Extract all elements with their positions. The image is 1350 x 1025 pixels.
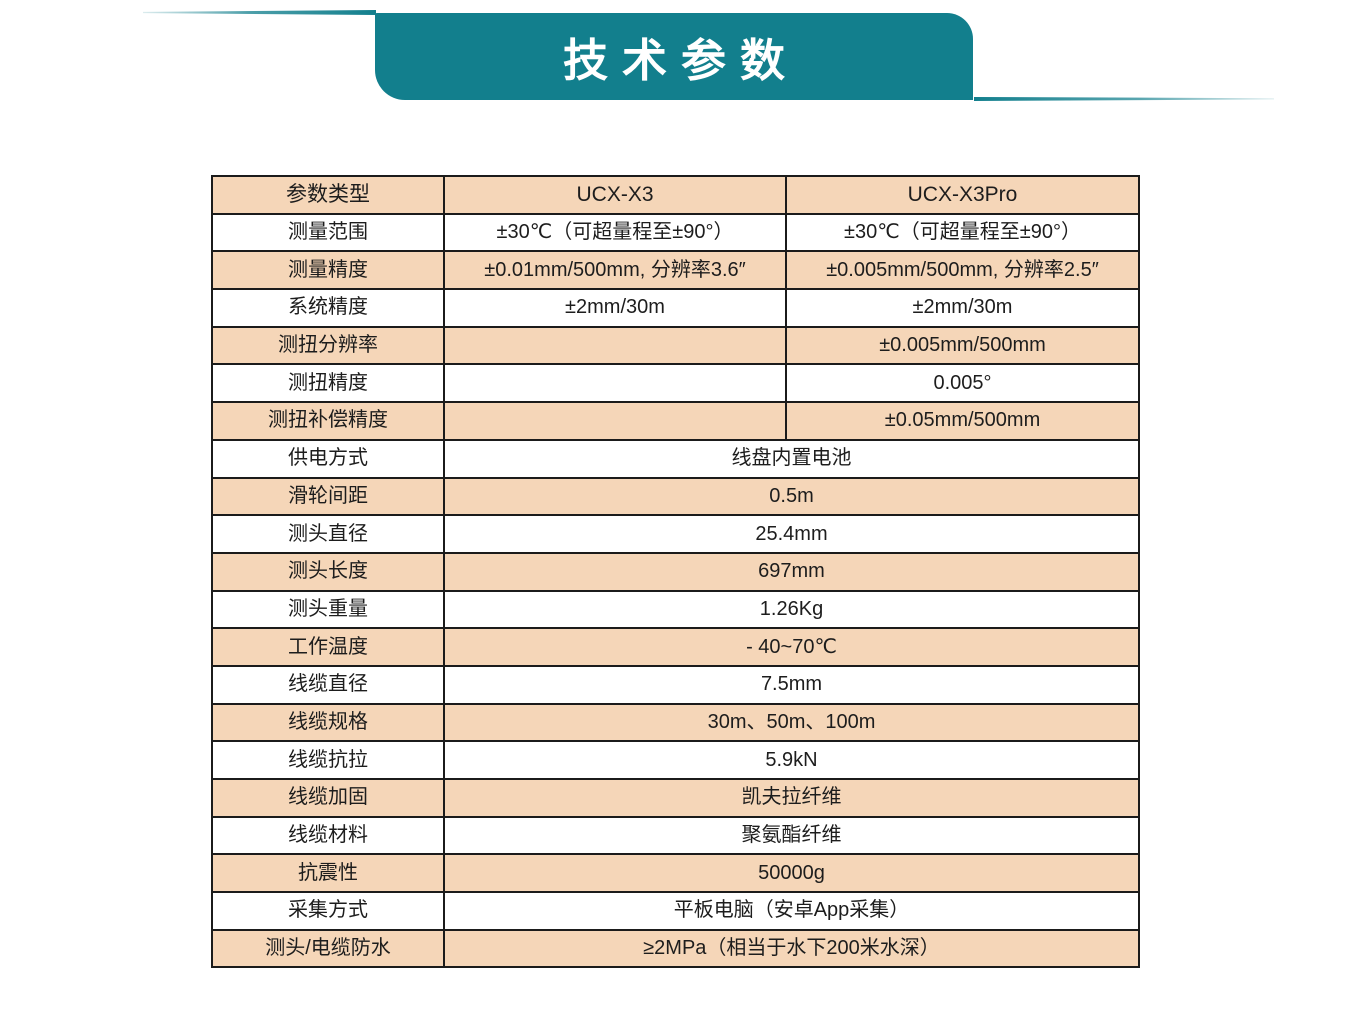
param-value-x3pro: ±30℃（可超量程至±90°）	[785, 212, 1140, 253]
param-value: 1.26Kg	[443, 589, 1140, 630]
param-value-x3pro: 0.005°	[785, 363, 1140, 404]
table-row: 线缆加固 凯夫拉纤维	[211, 778, 1140, 818]
param-value: 25.4mm	[443, 514, 1140, 554]
table-row: 线缆规格 30m、50m、100m	[211, 702, 1140, 743]
table-row: 测扭补偿精度 ±0.05mm/500mm	[211, 401, 1140, 441]
param-value: 0.5m	[443, 476, 1140, 517]
table-row: 测头直径 25.4mm	[211, 514, 1140, 554]
table-row: 抗震性 50000g	[211, 853, 1140, 894]
param-value-x3	[443, 363, 787, 404]
param-label: 测头长度	[211, 551, 445, 592]
param-value: 线盘内置电池	[443, 438, 1140, 479]
table-row: 测量范围 ±30℃（可超量程至±90°） ±30℃（可超量程至±90°）	[211, 212, 1140, 253]
param-value: 7.5mm	[443, 664, 1140, 705]
table-row: 线缆材料 聚氨酯纤维	[211, 815, 1140, 856]
header-accent-line-left	[143, 10, 376, 15]
param-label: 测扭分辨率	[211, 325, 445, 366]
param-value: 30m、50m、100m	[443, 702, 1140, 743]
param-value-x3: ±0.01mm/500mm, 分辨率3.6″	[443, 250, 787, 291]
param-value: 凯夫拉纤维	[443, 778, 1140, 818]
table-row: 工作温度 - 40~70℃	[211, 627, 1140, 667]
param-value-x3	[443, 401, 787, 441]
param-label: 线缆规格	[211, 702, 445, 743]
param-value-x3: ±2mm/30m	[443, 288, 787, 328]
param-label: 滑轮间距	[211, 476, 445, 517]
column-header-param-type: 参数类型	[211, 175, 445, 215]
page-title: 技术参数	[562, 35, 799, 86]
table-row: 测扭精度 0.005°	[211, 363, 1140, 404]
param-value-x3pro: ±0.005mm/500mm	[785, 325, 1140, 366]
column-header-ucx-x3: UCX-X3	[443, 175, 787, 215]
header-accent-line-right	[974, 97, 1274, 101]
param-label: 线缆加固	[211, 778, 445, 818]
param-label: 测头重量	[211, 589, 445, 630]
param-value: 50000g	[443, 853, 1140, 894]
table-row: 测头长度 697mm	[211, 551, 1140, 592]
table-row: 测头/电缆防水 ≥2MPa（相当于水下200米水深）	[211, 928, 1140, 969]
param-label: 测扭补偿精度	[211, 401, 445, 441]
table-row: 测头重量 1.26Kg	[211, 589, 1140, 630]
param-label: 测头直径	[211, 514, 445, 554]
param-label: 抗震性	[211, 853, 445, 894]
table-row: 滑轮间距 0.5m	[211, 476, 1140, 517]
param-label: 测量范围	[211, 212, 445, 253]
table-header-row: 参数类型 UCX-X3 UCX-X3Pro	[211, 175, 1140, 215]
param-value: 聚氨酯纤维	[443, 815, 1140, 856]
param-label: 线缆抗拉	[211, 740, 445, 780]
param-value-x3	[443, 325, 787, 366]
param-value: 5.9kN	[443, 740, 1140, 780]
param-label: 系统精度	[211, 288, 445, 328]
spec-table-body: 测量范围 ±30℃（可超量程至±90°） ±30℃（可超量程至±90°） 测量精度 ±0…	[211, 212, 1140, 969]
spec-table: 参数类型 UCX-X3 UCX-X3Pro 测量范围 ±30℃（可超量程至±90°…	[211, 175, 1140, 969]
column-header-ucx-x3pro: UCX-X3Pro	[785, 175, 1140, 215]
table-row: 采集方式 平板电脑（安卓App采集）	[211, 891, 1140, 931]
table-row: 测量精度 ±0.01mm/500mm, 分辨率3.6″ ±0.005mm/500mm…	[211, 250, 1140, 291]
param-label: 测头/电缆防水	[211, 928, 445, 969]
table-row: 系统精度 ±2mm/30m ±2mm/30m	[211, 288, 1140, 328]
table-row: 线缆直径 7.5mm	[211, 664, 1140, 705]
param-value: 697mm	[443, 551, 1140, 592]
param-label: 测量精度	[211, 250, 445, 291]
param-label: 测扭精度	[211, 363, 445, 404]
param-label: 供电方式	[211, 438, 445, 479]
param-value: 平板电脑（安卓App采集）	[443, 891, 1140, 931]
param-value-x3pro: ±0.05mm/500mm	[785, 401, 1140, 441]
param-label: 线缆直径	[211, 664, 445, 705]
param-value-x3pro: ±2mm/30m	[785, 288, 1140, 328]
param-label: 采集方式	[211, 891, 445, 931]
header-banner: 技术参数	[375, 13, 973, 100]
param-value: - 40~70℃	[443, 627, 1140, 667]
param-label: 工作温度	[211, 627, 445, 667]
table-row: 线缆抗拉 5.9kN	[211, 740, 1140, 780]
table-row: 供电方式 线盘内置电池	[211, 438, 1140, 479]
table-row: 测扭分辨率 ±0.005mm/500mm	[211, 325, 1140, 366]
param-value-x3pro: ±0.005mm/500mm, 分辨率2.5″	[785, 250, 1140, 291]
param-value-x3: ±30℃（可超量程至±90°）	[443, 212, 787, 253]
param-value: ≥2MPa（相当于水下200米水深）	[443, 928, 1140, 969]
param-label: 线缆材料	[211, 815, 445, 856]
